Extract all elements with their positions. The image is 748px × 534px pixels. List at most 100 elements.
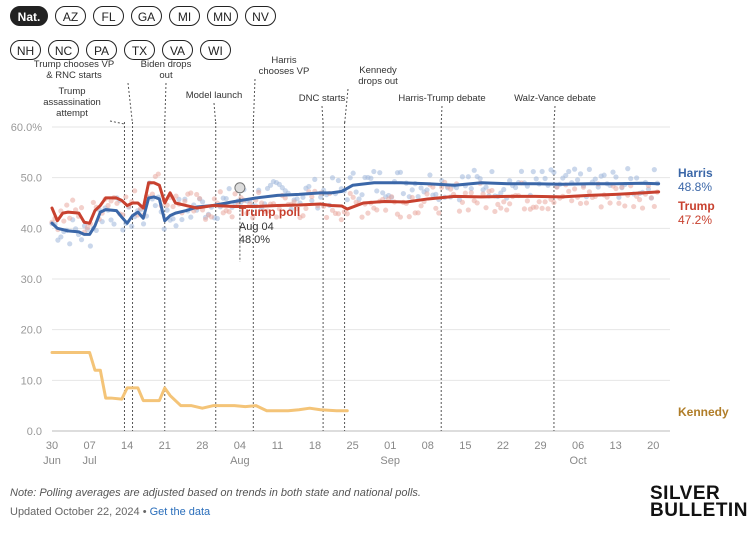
poll-dot-trump xyxy=(155,171,161,177)
y-tick-label: 60.0% xyxy=(11,122,42,134)
poll-dot-trump xyxy=(374,207,380,213)
poll-dot-trump xyxy=(229,214,235,220)
x-axis: 30 07 14 21 28 04 11 18 25 01 08 15 22 29 06 13 20 Jun Jul… xyxy=(43,440,659,467)
poll-dot-trump xyxy=(347,190,353,197)
event-label: assassination xyxy=(43,97,101,108)
filter-pill-az[interactable]: AZ xyxy=(55,6,86,26)
poll-dot-harris xyxy=(179,216,185,223)
poll-dot-trump xyxy=(256,189,262,195)
poll-dot-harris xyxy=(433,191,439,197)
updated-line: Updated October 22, 2024 • Get the data xyxy=(10,506,210,518)
y-tick-label: 40.0 xyxy=(21,223,42,235)
poll-dot-trump xyxy=(303,205,309,212)
poll-dot-harris xyxy=(415,194,421,200)
event-leader xyxy=(321,105,324,125)
poll-dot-trump xyxy=(648,195,654,201)
poll-dot-trump xyxy=(586,189,592,195)
poll-dot-trump xyxy=(250,215,256,221)
poll-dot-trump xyxy=(217,189,223,195)
poll-dot-harris xyxy=(374,188,380,194)
x-tick-label: 21 xyxy=(159,440,171,452)
poll-dot-trump xyxy=(335,211,342,217)
poll-dot-trump xyxy=(170,203,176,210)
poll-dot-trump xyxy=(639,205,646,211)
poll-dot-trump xyxy=(309,194,315,200)
poll-dot-trump xyxy=(468,190,474,196)
poll-dot-trump xyxy=(418,203,424,209)
event-leader xyxy=(553,105,556,125)
poll-dot-trump xyxy=(105,202,111,209)
poll-dot-trump xyxy=(545,206,551,212)
poll-dot-trump xyxy=(507,201,513,207)
filter-pill-nat[interactable]: Nat. xyxy=(10,6,48,26)
updated-separator: • xyxy=(139,506,150,518)
poll-dot-trump xyxy=(524,198,530,204)
poll-dot-trump xyxy=(188,190,194,196)
chart-note: Note: Polling averages are adjusted base… xyxy=(10,487,421,499)
event-leader xyxy=(127,82,134,125)
poll-dot-harris xyxy=(93,227,99,234)
poll-dot-harris xyxy=(371,168,377,175)
filter-pill-ga[interactable]: GA xyxy=(131,6,162,26)
poll-dot-harris xyxy=(651,167,657,173)
poll-dot-harris xyxy=(572,166,578,172)
filter-pill-mn[interactable]: MN xyxy=(207,6,238,26)
poll-dot-trump xyxy=(73,207,79,213)
x-month-label: Sep xyxy=(380,455,400,467)
y-tick-label: 30.0 xyxy=(21,274,42,286)
poll-dot-trump xyxy=(492,208,498,215)
poll-dot-trump xyxy=(273,214,279,220)
poll-dot-trump xyxy=(338,217,344,223)
poll-dot-trump xyxy=(430,184,436,190)
filter-pill-nv[interactable]: NV xyxy=(245,6,276,26)
poll-dot-trump xyxy=(631,203,637,210)
poll-dot-trump xyxy=(459,199,466,205)
x-tick-label: 08 xyxy=(422,440,434,452)
filter-pill-va[interactable]: VA xyxy=(162,40,193,60)
filter-pill-mi[interactable]: MI xyxy=(169,6,200,26)
poll-dot-harris xyxy=(518,168,525,175)
poll-dot-trump xyxy=(149,191,155,197)
poll-dot-trump xyxy=(554,184,560,190)
filter-pill-fl[interactable]: FL xyxy=(93,6,124,26)
poll-dot-trump xyxy=(114,200,120,206)
poll-dot-trump xyxy=(465,207,471,213)
filter-pill-pa[interactable]: PA xyxy=(86,40,117,60)
filter-pill-wi[interactable]: WI xyxy=(200,40,231,60)
y-tick-label: 0.0 xyxy=(27,426,42,438)
y-tick-label: 20.0 xyxy=(21,325,42,337)
x-tick-label: 25 xyxy=(347,440,359,452)
poll-dot-trump xyxy=(182,198,188,204)
get-data-link[interactable]: Get the data xyxy=(149,506,211,518)
poll-dot-harris xyxy=(477,176,483,182)
poll-dot-trump xyxy=(365,210,371,216)
poll-dot-trump xyxy=(202,216,209,222)
poll-dot-harris xyxy=(563,172,569,179)
poll-dot-trump xyxy=(598,204,604,210)
poll-dot-harris xyxy=(140,221,147,227)
poll-dot-trump xyxy=(64,202,70,208)
filter-pill-nh[interactable]: NH xyxy=(10,40,41,60)
poll-dot-harris xyxy=(173,223,179,229)
poll-dot-harris xyxy=(223,195,229,202)
x-month-label: Jul xyxy=(83,455,97,467)
poll-dot-trump xyxy=(489,187,495,194)
event-leader xyxy=(440,105,443,125)
poll-dot-trump xyxy=(70,197,76,203)
poll-dot-harris xyxy=(507,178,513,184)
poll-dot-harris xyxy=(533,176,539,182)
x-tick-label: 18 xyxy=(309,440,321,452)
poll-dot-trump xyxy=(533,204,539,210)
filter-pill-tx[interactable]: TX xyxy=(124,40,155,60)
poll-dot-harris xyxy=(67,241,73,247)
poll-dot-trump xyxy=(282,195,288,201)
poll-dot-harris xyxy=(613,174,619,180)
poll-dot-trump xyxy=(495,201,501,207)
filter-pill-nc[interactable]: NC xyxy=(48,40,79,60)
poll-dot-trump xyxy=(616,200,622,206)
poll-dot-trump xyxy=(462,190,468,196)
poll-dot-harris xyxy=(601,172,607,178)
event-label: Trump xyxy=(58,86,85,97)
